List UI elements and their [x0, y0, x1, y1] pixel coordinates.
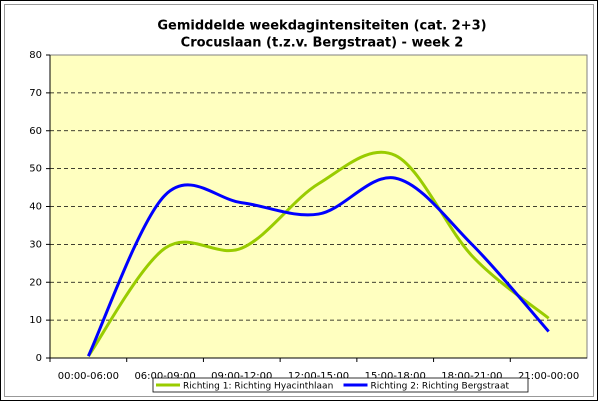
y-tick-label: 0	[36, 353, 42, 364]
legend-label: Richting 2: Richting Bergstraat	[371, 382, 510, 392]
y-tick-label: 20	[29, 277, 42, 288]
x-tick-label: 18:00-21:00	[441, 371, 502, 382]
y-tick-label: 10	[29, 315, 42, 326]
series-line	[87, 150, 550, 357]
x-tick-label: 06:00-09:00	[134, 371, 195, 382]
y-tick-label: 80	[29, 50, 42, 61]
y-tick-label: 30	[29, 239, 42, 250]
series-line	[87, 176, 550, 357]
legend-label: Richting 1: Richting Hyacinthlaan	[183, 382, 333, 392]
chart-subtitle: Crocuslaan (t.z.v. Bergstraat) - week 2	[181, 36, 464, 51]
x-tick-label: 21:00-00:00	[518, 371, 579, 382]
x-tick-label: 09:00-12:00	[211, 371, 272, 382]
x-tick-label: 15:00-18:00	[365, 371, 426, 382]
y-tick-label: 50	[29, 164, 42, 175]
x-tick-label: 00:00-06:00	[58, 371, 119, 382]
legend-box	[152, 377, 529, 393]
y-tick-label: 60	[29, 126, 42, 137]
y-tick-label: 40	[29, 202, 42, 213]
x-tick-label: 12:00-15:00	[288, 371, 349, 382]
chart-border	[4, 4, 594, 397]
chart-title: Gemiddelde weekdagintensiteiten (cat. 2+…	[157, 19, 486, 34]
y-tick-label: 70	[29, 88, 42, 99]
